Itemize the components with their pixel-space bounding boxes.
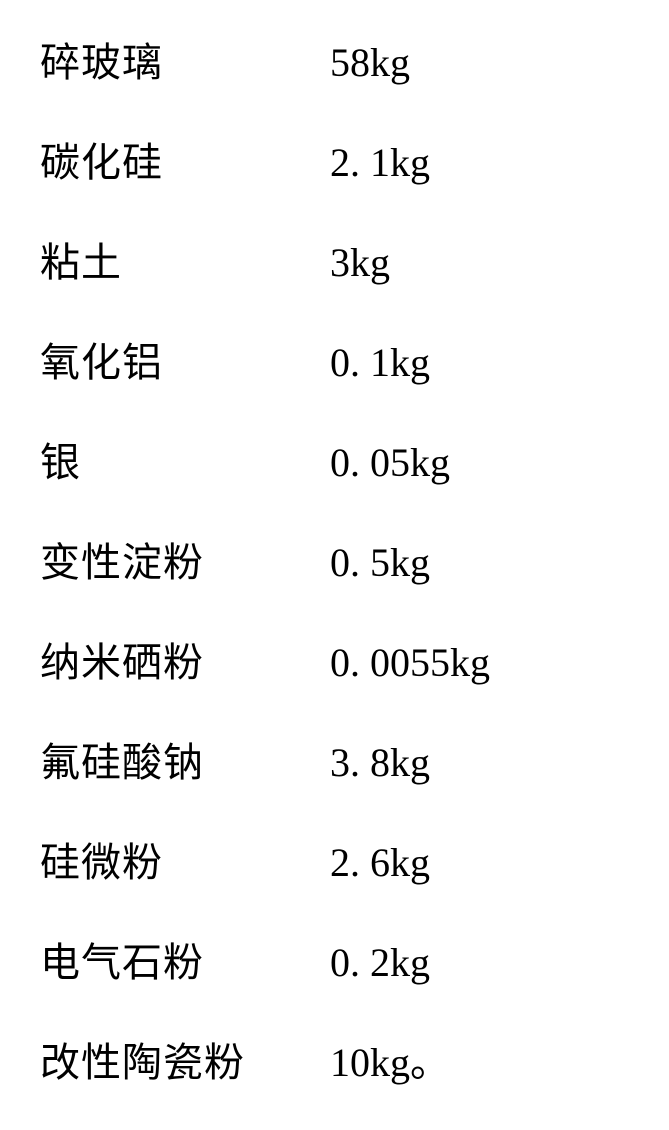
list-item: 电气石粉 0. 2kg	[40, 930, 669, 988]
ingredient-list: 碎玻璃 58kg 碳化硅 2. 1kg 粘土 3kg 氧化铝 0. 1kg 银 …	[0, 0, 669, 1088]
list-item: 氧化铝 0. 1kg	[40, 330, 669, 388]
ingredient-label: 纳米硒粉	[40, 630, 330, 688]
ingredient-value: 0. 05kg	[330, 439, 450, 486]
ingredient-label: 粘土	[40, 230, 330, 288]
ingredient-value: 3kg	[330, 239, 390, 286]
ingredient-label: 碎玻璃	[40, 30, 330, 88]
ingredient-label: 碳化硅	[40, 130, 330, 188]
ingredient-value: 0. 1kg	[330, 339, 430, 386]
ingredient-value: 0. 0055kg	[330, 639, 490, 686]
ingredient-value: 3. 8kg	[330, 739, 430, 786]
list-item: 氟硅酸钠 3. 8kg	[40, 730, 669, 788]
ingredient-label: 变性淀粉	[40, 530, 330, 588]
ingredient-label: 电气石粉	[40, 930, 330, 988]
ingredient-value: 10kg。	[330, 1030, 450, 1088]
list-item: 纳米硒粉 0. 0055kg	[40, 630, 669, 688]
list-item: 粘土 3kg	[40, 230, 669, 288]
list-item: 碎玻璃 58kg	[40, 30, 669, 88]
ingredient-label: 银	[40, 430, 330, 488]
list-item: 改性陶瓷粉 10kg。	[40, 1030, 669, 1088]
ingredient-value: 2. 1kg	[330, 139, 430, 186]
ingredient-label: 氧化铝	[40, 330, 330, 388]
list-item: 碳化硅 2. 1kg	[40, 130, 669, 188]
list-item: 银 0. 05kg	[40, 430, 669, 488]
list-item: 硅微粉 2. 6kg	[40, 830, 669, 888]
ingredient-label: 硅微粉	[40, 830, 330, 888]
ingredient-value: 58kg	[330, 39, 410, 86]
list-item: 变性淀粉 0. 5kg	[40, 530, 669, 588]
ingredient-value: 2. 6kg	[330, 839, 430, 886]
ingredient-label: 氟硅酸钠	[40, 730, 330, 788]
ingredient-label: 改性陶瓷粉	[40, 1030, 330, 1088]
ingredient-value: 0. 2kg	[330, 939, 430, 986]
ingredient-value: 0. 5kg	[330, 539, 430, 586]
